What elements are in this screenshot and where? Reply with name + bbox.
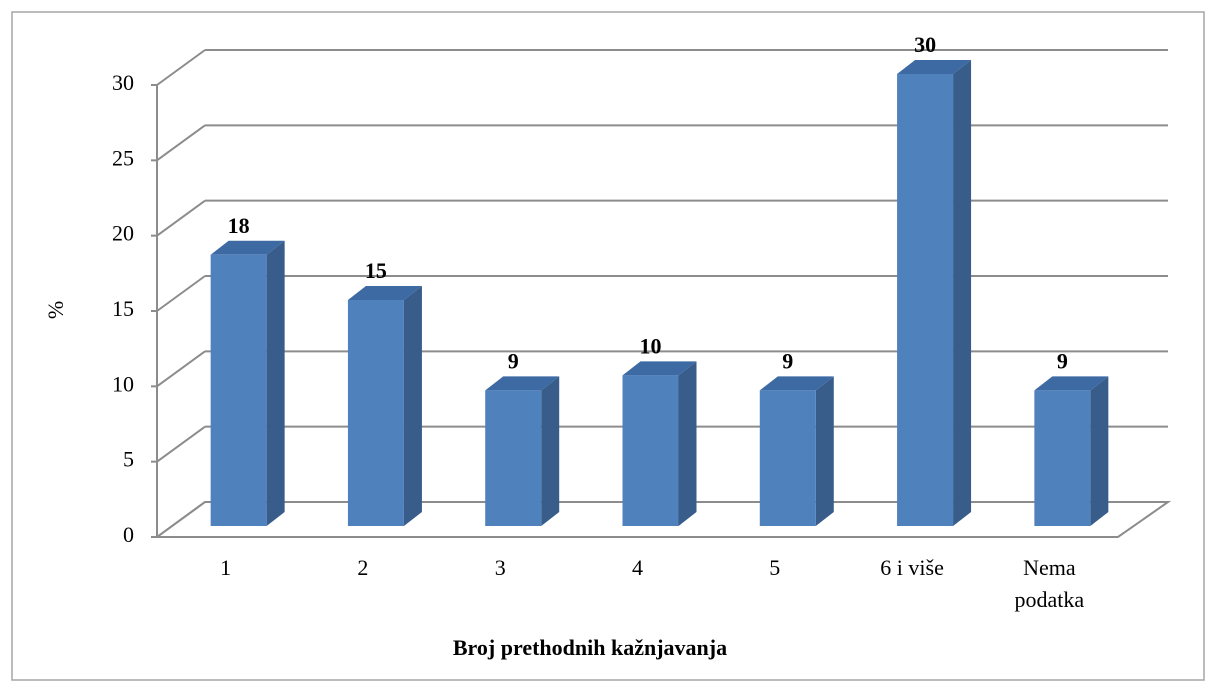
bar <box>622 361 697 526</box>
y-tick-label: 0 <box>123 522 134 547</box>
data-label: 15 <box>365 258 387 283</box>
bar-top <box>347 286 422 300</box>
bar-side <box>266 240 285 527</box>
bar-side <box>541 376 560 526</box>
bar-front <box>485 390 542 526</box>
bar <box>347 286 422 526</box>
data-label: 9 <box>1057 348 1068 373</box>
x-tick-label: 3 <box>495 555 506 580</box>
data-label: 18 <box>228 213 250 238</box>
bar-top <box>759 376 834 391</box>
bar <box>1034 376 1109 526</box>
bar-side <box>403 286 422 526</box>
grid-line <box>156 275 206 312</box>
bar-side <box>815 376 834 526</box>
y-axis-label: % <box>43 301 68 319</box>
x-tick-label: 6 i više <box>880 555 944 580</box>
bar-top <box>1034 376 1109 391</box>
x-tick-label: 4 <box>632 555 643 580</box>
x-tick-label: 1 <box>220 555 231 580</box>
y-tick-label: 30 <box>112 70 134 95</box>
bar-front <box>1034 390 1091 526</box>
y-tick-label: 15 <box>112 296 134 321</box>
y-tick-label: 25 <box>112 145 134 170</box>
grid-line <box>156 350 206 388</box>
data-label: 9 <box>782 348 793 373</box>
bar-top <box>485 376 560 391</box>
data-label: 30 <box>914 32 936 57</box>
y-tick-label: 5 <box>123 447 134 472</box>
y-tick-label: 10 <box>112 371 134 396</box>
bar-front <box>759 390 816 526</box>
data-label: 10 <box>640 333 662 358</box>
bar-top <box>210 240 285 255</box>
x-tick-label: Nema podatka <box>1015 555 1085 612</box>
bar <box>759 376 834 526</box>
grid-line <box>156 425 206 463</box>
bar-side <box>678 361 697 526</box>
bar <box>897 60 972 526</box>
bar-front <box>210 254 267 527</box>
data-label: 9 <box>508 348 519 373</box>
bar-front <box>622 375 679 526</box>
bar <box>210 240 285 527</box>
bar-front <box>897 74 954 526</box>
grid-line <box>156 49 206 86</box>
bar-front <box>347 300 404 526</box>
x-axis-label: Broj prethodnih kažnjavanja <box>453 635 727 660</box>
bar-side <box>953 60 972 526</box>
grid-line <box>156 501 206 538</box>
y-tick-label: 20 <box>112 221 134 246</box>
x-tick-label: 2 <box>357 555 368 580</box>
x-tick-label: 5 <box>769 555 780 580</box>
grid-line <box>156 124 206 162</box>
grid-line <box>156 199 206 237</box>
bar-side <box>1090 376 1109 526</box>
bar-top <box>622 361 697 376</box>
bar <box>485 376 560 526</box>
bar-top <box>897 60 972 74</box>
